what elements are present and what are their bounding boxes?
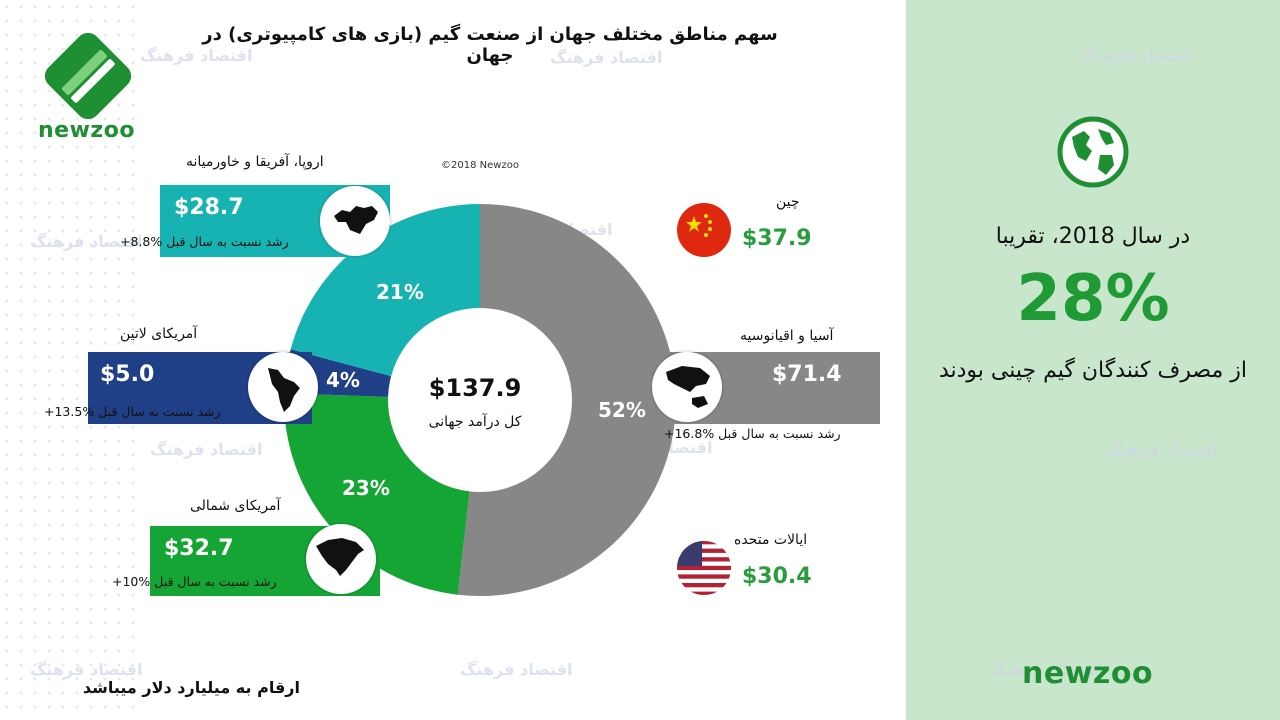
pct-label-asia: 52% [598,398,646,422]
total-revenue-value: $137.9 [428,374,522,402]
globe-icon [1057,116,1129,188]
pct-label-latam: 4% [326,368,360,392]
region-growth-latam: رشد نسبت به سال قبل %13.5+ [44,404,221,419]
chart-title: سهم مناطق مختلف جهان از صنعت گیم (بازی ه… [202,24,778,66]
units-footnote: ارقام به میلیارد دلار میباشد [82,678,300,697]
panel-intro-text: در سال 2018، تقریبا [995,224,1191,249]
country-name-usa: ایالات متحده [734,532,808,548]
watermark: اقتصاد فرهنگ [990,660,1103,679]
region-growth-asia: رشد نسبت به سال قبل %16.8+ [664,426,841,441]
region-name-namerica: آمریکای شمالی [190,498,281,514]
watermark: اقتصاد فرهنگ [140,46,253,65]
total-revenue-label: کل درآمد جهانی [428,414,522,430]
region-value-latam: $5.0 [100,362,155,387]
region-growth-namerica: رشد نسبت به سال قبل %10+ [112,574,277,589]
usa-flag-icon [677,541,731,595]
panel-percent: 28% [1016,262,1170,336]
watermark: اقتصاد فرهنگ [30,660,143,679]
watermark: اقتصاد فرهنگ [30,232,143,251]
region-growth-europe: رشد نسبت به سال قبل %8.8+ [120,234,289,249]
latin-america-map-icon [248,352,318,422]
country-value-usa: $30.4 [742,564,812,589]
panel-description: از مصرف کنندگان گیم چینی بودند [938,358,1248,383]
region-value-namerica: $32.7 [164,536,234,561]
region-name-europe: اروپا، آفریقا و خاورمیانه [186,154,324,170]
donut-slice [290,204,480,377]
watermark: اقتصاد فرهنگ [1080,46,1193,65]
logo-wordmark: newzoo [38,118,135,143]
watermark: اقتصاد فرهنگ [460,660,573,679]
donut-hole [390,310,570,490]
region-name-latam: آمریکای لاتین [120,326,198,342]
asia-pacific-map-icon [652,352,722,422]
country-name-china: چین [776,194,800,210]
region-name-asia: آسیا و اقیانوسیه [740,328,834,344]
china-flag-icon [677,203,731,257]
watermark: اقتصاد فرهنگ [1105,440,1218,459]
north-america-map-icon [306,524,376,594]
donut-slice [284,393,470,595]
donut-slice [457,204,677,596]
europe-map-icon [320,186,390,256]
watermark: اقتصاد فرهنگ [550,48,663,67]
copyright: ©2018 Newzoo [441,160,519,171]
country-value-china: $37.9 [742,226,812,251]
donut-chart [284,204,677,596]
pct-label-namerica: 23% [342,476,390,500]
logo-wordmark-panel: newzoo [1022,656,1154,691]
pct-label-europe: 21% [376,280,424,304]
region-value-asia: $71.4 [772,362,842,387]
watermark: اقتصاد فرهنگ [150,440,263,459]
newzoo-logo-icon [44,32,132,120]
region-value-europe: $28.7 [174,195,244,220]
